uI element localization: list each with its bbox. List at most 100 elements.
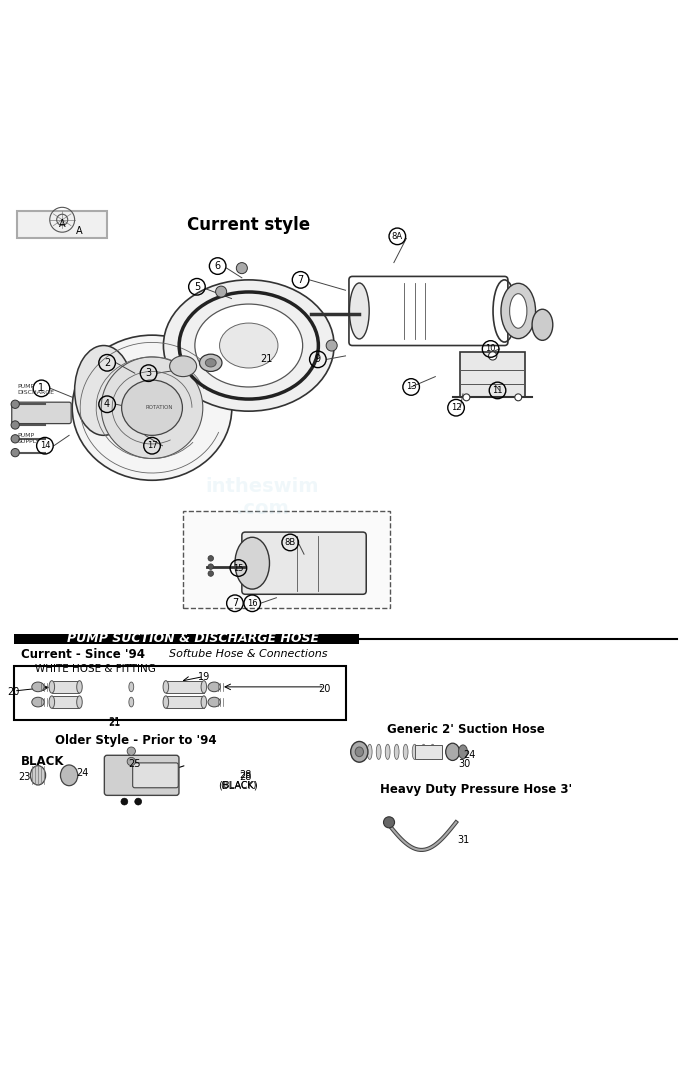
Text: 31: 31 <box>457 834 469 844</box>
Text: 15: 15 <box>233 564 244 572</box>
Ellipse shape <box>163 280 334 411</box>
Circle shape <box>208 570 214 577</box>
Text: Heavy Duty Pressure Hose 3': Heavy Duty Pressure Hose 3' <box>380 783 572 796</box>
Ellipse shape <box>235 537 269 589</box>
Ellipse shape <box>49 696 55 708</box>
Ellipse shape <box>195 304 303 387</box>
Bar <box>14 666 346 720</box>
Text: 1: 1 <box>39 384 44 393</box>
Text: 13: 13 <box>406 383 417 391</box>
Ellipse shape <box>200 355 222 372</box>
Ellipse shape <box>501 284 536 338</box>
Text: 14: 14 <box>39 441 50 451</box>
Ellipse shape <box>61 765 78 786</box>
Text: 21: 21 <box>108 717 120 728</box>
Text: 21: 21 <box>260 355 272 364</box>
Ellipse shape <box>208 682 220 692</box>
Bar <box>183 511 390 608</box>
FancyBboxPatch shape <box>12 402 71 424</box>
Text: 23: 23 <box>18 773 30 783</box>
Text: PUMP SUCTION & DISCHARGE HOSE: PUMP SUCTION & DISCHARGE HOSE <box>68 633 319 646</box>
Ellipse shape <box>32 697 44 707</box>
Text: (BLACK): (BLACK) <box>220 782 256 790</box>
Ellipse shape <box>102 357 203 458</box>
Text: Softube Hose & Connections: Softube Hose & Connections <box>169 649 328 660</box>
Ellipse shape <box>376 744 381 759</box>
Circle shape <box>384 817 395 828</box>
FancyBboxPatch shape <box>242 533 366 594</box>
Circle shape <box>11 400 19 409</box>
Text: A: A <box>76 225 83 236</box>
Ellipse shape <box>394 744 399 759</box>
Text: 7: 7 <box>231 598 238 608</box>
Ellipse shape <box>208 697 220 707</box>
Text: 4: 4 <box>104 399 110 410</box>
Ellipse shape <box>163 696 169 708</box>
Bar <box>460 353 525 398</box>
Text: 3: 3 <box>146 369 151 378</box>
Text: 9: 9 <box>315 355 321 364</box>
Text: 24: 24 <box>464 750 476 760</box>
Text: Generic 2' Suction Hose: Generic 2' Suction Hose <box>387 722 545 735</box>
Bar <box>166 680 204 693</box>
Ellipse shape <box>205 359 216 367</box>
Circle shape <box>463 393 470 401</box>
Text: 7: 7 <box>297 275 304 285</box>
Ellipse shape <box>421 744 426 759</box>
Text: A: A <box>59 219 66 229</box>
Ellipse shape <box>201 680 207 693</box>
Text: ROTATION: ROTATION <box>145 405 173 411</box>
Circle shape <box>121 798 128 805</box>
Circle shape <box>11 448 19 457</box>
Text: 8A: 8A <box>392 232 403 240</box>
Circle shape <box>127 758 135 765</box>
Text: 10: 10 <box>485 345 496 354</box>
Text: 20: 20 <box>8 688 20 697</box>
Text: Older Style - Prior to '94: Older Style - Prior to '94 <box>55 734 217 747</box>
Ellipse shape <box>350 742 368 762</box>
Ellipse shape <box>430 744 435 759</box>
Text: 19: 19 <box>198 673 210 682</box>
Bar <box>166 696 204 708</box>
Circle shape <box>11 434 19 443</box>
Text: WHITE HOSE & FITTING: WHITE HOSE & FITTING <box>35 664 155 674</box>
Ellipse shape <box>412 744 417 759</box>
Ellipse shape <box>72 335 232 481</box>
Ellipse shape <box>77 680 82 693</box>
Bar <box>415 745 442 759</box>
Text: 8B: 8B <box>285 538 296 547</box>
Text: 21: 21 <box>108 718 120 728</box>
Bar <box>17 211 107 238</box>
Text: 12: 12 <box>451 403 462 412</box>
FancyBboxPatch shape <box>104 756 179 796</box>
Text: 20: 20 <box>319 683 331 694</box>
Circle shape <box>208 555 214 562</box>
Ellipse shape <box>446 743 460 760</box>
Text: 28: 28 <box>239 771 252 780</box>
Text: 30: 30 <box>458 759 471 769</box>
Circle shape <box>135 798 142 805</box>
Circle shape <box>127 747 135 756</box>
Text: 11: 11 <box>492 386 503 395</box>
Ellipse shape <box>459 745 467 759</box>
Text: 6: 6 <box>215 261 220 271</box>
Ellipse shape <box>509 293 527 328</box>
Text: 24: 24 <box>77 768 89 777</box>
Ellipse shape <box>129 697 133 707</box>
Text: intheswim
.com: intheswim .com <box>206 478 319 519</box>
Ellipse shape <box>122 381 182 436</box>
Circle shape <box>515 393 522 401</box>
Text: 25: 25 <box>129 759 141 769</box>
FancyBboxPatch shape <box>133 763 178 788</box>
Ellipse shape <box>129 682 133 692</box>
Ellipse shape <box>170 356 196 376</box>
Text: Current style: Current style <box>187 216 310 234</box>
Text: 2: 2 <box>104 358 111 368</box>
Ellipse shape <box>220 323 278 368</box>
Text: 16: 16 <box>247 598 258 608</box>
Text: BLACK: BLACK <box>21 755 64 768</box>
Ellipse shape <box>368 744 372 759</box>
Circle shape <box>208 564 214 569</box>
Text: PUMP
DISCHARGE: PUMP DISCHARGE <box>17 385 55 396</box>
Bar <box>52 680 79 693</box>
